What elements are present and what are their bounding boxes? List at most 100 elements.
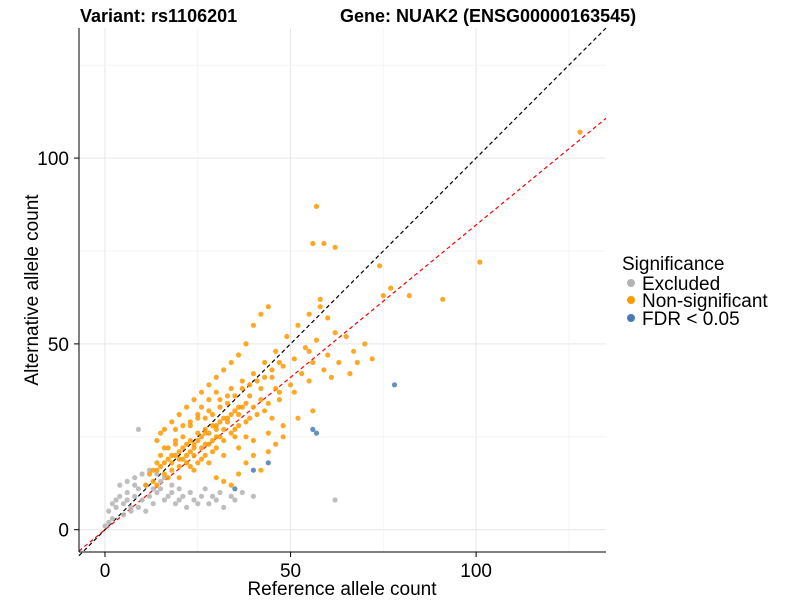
point-excluded bbox=[139, 497, 145, 503]
point-non-significant bbox=[213, 374, 219, 380]
point-non-significant bbox=[299, 371, 305, 377]
point-non-significant bbox=[313, 337, 320, 343]
point-non-significant bbox=[269, 374, 275, 380]
point-non-significant bbox=[336, 359, 342, 366]
point-excluded bbox=[250, 493, 256, 499]
point-non-significant bbox=[180, 445, 186, 451]
point-non-significant bbox=[228, 482, 234, 488]
point-non-significant bbox=[228, 430, 234, 436]
point-excluded bbox=[165, 493, 171, 499]
point-non-significant bbox=[187, 449, 193, 455]
point-non-significant bbox=[343, 333, 349, 340]
point-excluded bbox=[154, 471, 160, 477]
point-non-significant bbox=[198, 389, 205, 395]
point-non-significant bbox=[202, 441, 208, 447]
point-excluded bbox=[132, 475, 138, 481]
y-tick-label: 50 bbox=[48, 335, 69, 356]
point-non-significant bbox=[236, 404, 242, 410]
point-non-significant bbox=[250, 404, 256, 410]
point-non-significant bbox=[380, 293, 386, 299]
point-non-significant bbox=[165, 445, 171, 451]
point-non-significant bbox=[150, 478, 156, 484]
point-excluded bbox=[191, 497, 197, 503]
legend-swatch-non-significant bbox=[627, 296, 635, 304]
point-non-significant bbox=[258, 385, 264, 392]
point-non-significant bbox=[206, 441, 212, 447]
point-excluded bbox=[228, 493, 234, 499]
point-non-significant bbox=[273, 385, 279, 392]
point-excluded bbox=[135, 486, 141, 492]
legend-label-non-significant: Non-significant bbox=[642, 291, 768, 312]
point-non-significant bbox=[184, 452, 190, 458]
point-fdr-0-05 bbox=[250, 467, 256, 473]
point-non-significant bbox=[295, 322, 301, 328]
point-non-significant bbox=[265, 304, 271, 310]
point-non-significant bbox=[328, 374, 334, 380]
point-non-significant bbox=[154, 460, 160, 466]
point-non-significant bbox=[265, 449, 271, 455]
point-excluded bbox=[158, 478, 164, 484]
point-non-significant bbox=[232, 408, 238, 414]
point-non-significant bbox=[362, 341, 368, 347]
point-excluded bbox=[113, 497, 119, 503]
point-excluded bbox=[232, 497, 238, 503]
point-excluded bbox=[128, 504, 134, 510]
point-non-significant bbox=[169, 419, 175, 425]
point-non-significant bbox=[325, 315, 331, 321]
point-non-significant bbox=[236, 423, 242, 429]
point-excluded bbox=[239, 489, 245, 496]
point-excluded bbox=[120, 512, 127, 518]
point-excluded bbox=[210, 493, 216, 499]
point-non-significant bbox=[280, 363, 286, 369]
point-non-significant bbox=[295, 415, 301, 421]
point-excluded bbox=[113, 504, 119, 510]
point-excluded bbox=[180, 493, 186, 499]
point-non-significant bbox=[210, 423, 216, 429]
point-non-significant bbox=[321, 367, 327, 373]
point-excluded bbox=[198, 493, 205, 499]
point-excluded bbox=[132, 493, 138, 499]
point-non-significant bbox=[198, 456, 205, 462]
point-non-significant bbox=[184, 460, 190, 466]
grid-lines bbox=[79, 28, 606, 552]
point-non-significant bbox=[291, 356, 297, 362]
data-points bbox=[102, 129, 583, 529]
point-fdr-0-05 bbox=[265, 460, 271, 466]
reference-lines bbox=[78, 27, 607, 557]
point-excluded bbox=[135, 426, 141, 432]
point-non-significant bbox=[195, 411, 201, 418]
point-non-significant bbox=[310, 240, 316, 247]
point-non-significant bbox=[577, 129, 583, 135]
point-excluded bbox=[158, 486, 164, 492]
point-non-significant bbox=[221, 415, 227, 421]
point-non-significant bbox=[306, 378, 312, 384]
point-non-significant bbox=[191, 441, 197, 447]
point-non-significant bbox=[206, 408, 212, 414]
point-non-significant bbox=[169, 452, 175, 458]
point-non-significant bbox=[369, 356, 375, 362]
point-non-significant bbox=[224, 415, 231, 421]
point-non-significant bbox=[176, 475, 182, 481]
point-non-significant bbox=[158, 463, 164, 470]
point-non-significant bbox=[172, 426, 179, 432]
point-excluded bbox=[132, 482, 138, 488]
point-non-significant bbox=[250, 452, 256, 458]
point-non-significant bbox=[232, 434, 238, 440]
point-non-significant bbox=[258, 397, 264, 403]
axis-ticks: 0 50 100 0 50 100 bbox=[37, 149, 492, 582]
point-excluded bbox=[176, 486, 182, 492]
point-non-significant bbox=[377, 263, 383, 269]
point-non-significant bbox=[276, 359, 282, 366]
gene-title: Gene: NUAK2 (ENSG00000163545) bbox=[340, 6, 636, 26]
point-non-significant bbox=[332, 244, 338, 250]
point-non-significant bbox=[195, 415, 201, 421]
point-non-significant bbox=[221, 426, 227, 432]
point-non-significant bbox=[347, 371, 353, 377]
point-non-significant bbox=[176, 449, 182, 455]
point-non-significant bbox=[232, 426, 238, 432]
point-non-significant bbox=[284, 333, 290, 340]
point-non-significant bbox=[180, 423, 186, 429]
point-non-significant bbox=[302, 345, 308, 351]
point-non-significant bbox=[176, 456, 182, 462]
point-non-significant bbox=[210, 437, 216, 444]
